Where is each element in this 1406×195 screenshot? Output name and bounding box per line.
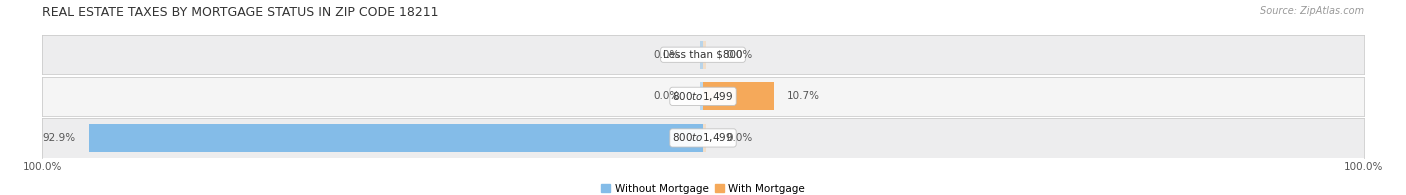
Text: 10.7%: 10.7% bbox=[787, 91, 820, 101]
Text: 0.0%: 0.0% bbox=[725, 50, 752, 60]
Bar bbox=[703, 41, 706, 69]
Text: 92.9%: 92.9% bbox=[42, 133, 76, 143]
Text: Source: ZipAtlas.com: Source: ZipAtlas.com bbox=[1260, 6, 1364, 16]
Legend: Without Mortgage, With Mortgage: Without Mortgage, With Mortgage bbox=[600, 183, 806, 194]
Text: 0.0%: 0.0% bbox=[654, 91, 681, 101]
Text: Less than $800: Less than $800 bbox=[664, 50, 742, 60]
Text: $800 to $1,499: $800 to $1,499 bbox=[672, 90, 734, 103]
Text: 0.0%: 0.0% bbox=[725, 133, 752, 143]
Bar bbox=[703, 82, 773, 110]
Bar bbox=[89, 124, 703, 152]
Bar bbox=[700, 41, 703, 69]
Bar bbox=[700, 82, 703, 110]
Text: $800 to $1,499: $800 to $1,499 bbox=[672, 131, 734, 144]
Text: REAL ESTATE TAXES BY MORTGAGE STATUS IN ZIP CODE 18211: REAL ESTATE TAXES BY MORTGAGE STATUS IN … bbox=[42, 6, 439, 19]
Bar bbox=[703, 124, 706, 152]
Text: 0.0%: 0.0% bbox=[654, 50, 681, 60]
